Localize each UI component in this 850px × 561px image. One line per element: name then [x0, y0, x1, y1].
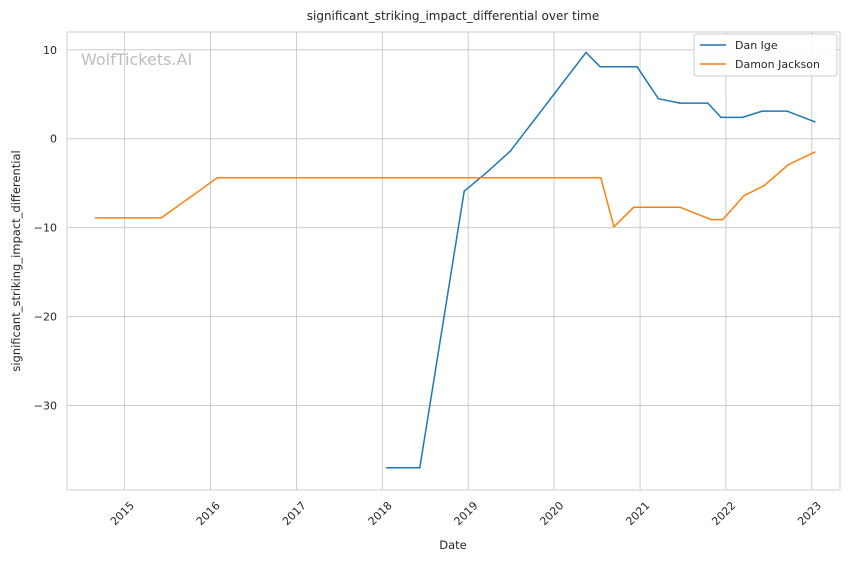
legend-label-damon-jackson: Damon Jackson [735, 58, 820, 71]
data-point-damon-jackson [787, 163, 790, 166]
x-tick-label: 2021 [623, 499, 652, 528]
x-tick-label: 2017 [280, 499, 309, 528]
data-point-dan-ige [463, 190, 466, 192]
x-tick-label: 2016 [194, 499, 223, 528]
data-point-damon-jackson [710, 218, 712, 221]
data-point-damon-jackson [94, 217, 97, 219]
y-tick-label: 0 [50, 133, 57, 146]
data-point-dan-ige [761, 110, 763, 112]
legend: Dan Ige Damon Jackson [693, 33, 838, 77]
data-point-damon-jackson [600, 177, 602, 179]
data-point-dan-ige [599, 65, 601, 68]
data-point-damon-jackson [721, 218, 724, 221]
data-point-dan-ige [720, 116, 722, 119]
data-point-dan-ige [386, 466, 388, 469]
x-axis-label: Date [439, 538, 467, 552]
x-tick-label: 2022 [709, 499, 738, 528]
chart-title: significant_striking_impact_differential… [307, 9, 599, 23]
data-point-damon-jackson [160, 217, 163, 219]
x-tick-label: 2015 [108, 499, 137, 528]
y-tick-labels: 10 0 −10 −20 −30 [34, 44, 57, 413]
series-line-dan-ige [386, 51, 816, 469]
data-point-damon-jackson [814, 151, 816, 153]
watermark: WolfTickets.AI [81, 50, 192, 69]
x-tick-label: 2023 [795, 499, 824, 528]
plot-frame [66, 31, 841, 491]
x-tick-label: 2020 [537, 499, 566, 528]
x-tick-labels: 2015 2016 2017 2018 2019 2020 2021 2022 2023 [108, 499, 824, 528]
y-tick-label: −10 [34, 222, 57, 235]
data-point-dan-ige [814, 121, 816, 123]
data-point-dan-ige [657, 97, 660, 100]
data-point-dan-ige [484, 172, 487, 175]
y-tick-label: −30 [34, 400, 57, 413]
data-point-dan-ige [786, 110, 788, 112]
data-point-damon-jackson [679, 206, 681, 208]
data-point-dan-ige [707, 102, 709, 104]
data-point-dan-ige [585, 51, 587, 54]
legend-label-dan-ige: Dan Ige [735, 39, 778, 52]
y-tick-label: −20 [34, 311, 57, 324]
series-layer [94, 51, 816, 469]
data-point-dan-ige [509, 150, 512, 152]
data-point-damon-jackson [216, 177, 219, 179]
data-point-damon-jackson [613, 225, 615, 228]
data-point-damon-jackson [763, 185, 765, 187]
data-point-damon-jackson [743, 194, 745, 197]
legend-box [693, 33, 838, 77]
data-point-dan-ige [636, 65, 638, 68]
y-tick-label: 10 [43, 44, 57, 57]
x-tick-label: 2019 [452, 499, 481, 528]
data-point-dan-ige [418, 466, 421, 469]
y-axis-label: significant_striking_impact_differential [9, 150, 23, 371]
x-tick-label: 2018 [366, 499, 395, 528]
data-point-dan-ige [741, 116, 744, 119]
data-point-dan-ige [679, 102, 681, 104]
data-point-damon-jackson [632, 206, 635, 208]
